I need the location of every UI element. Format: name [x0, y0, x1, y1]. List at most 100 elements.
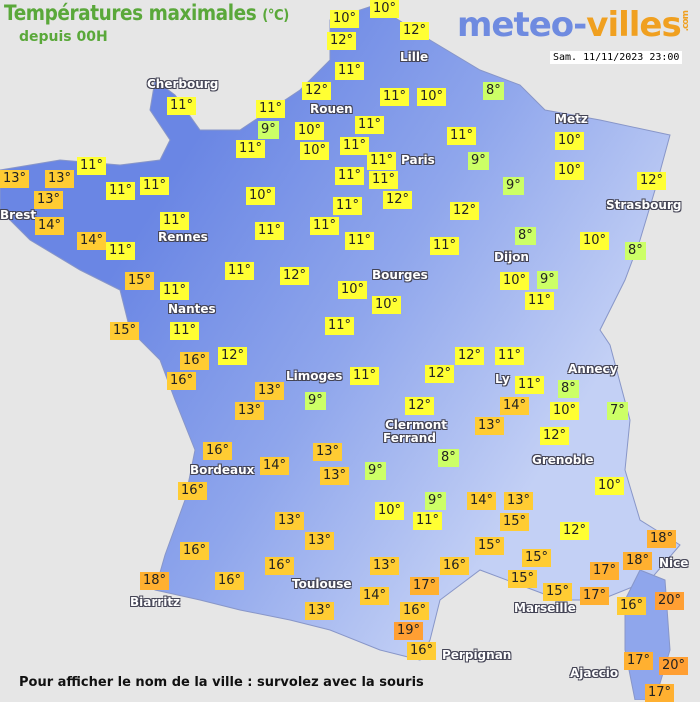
temperature-badge[interactable]: 16° [180, 542, 210, 560]
temperature-badge[interactable]: 11° [525, 292, 555, 310]
temperature-badge[interactable]: 11° [333, 197, 363, 215]
temperature-badge[interactable]: 10° [555, 132, 585, 150]
temperature-badge[interactable]: 10° [500, 272, 530, 290]
temperature-badge[interactable]: 9° [537, 271, 558, 289]
temperature-badge[interactable]: 12° [383, 191, 413, 209]
temperature-badge[interactable]: 8° [438, 449, 459, 467]
temperature-badge[interactable]: 11° [335, 62, 365, 80]
temperature-badge[interactable]: 11° [345, 232, 375, 250]
temperature-badge[interactable]: 11° [380, 88, 410, 106]
temperature-badge[interactable]: 14° [35, 217, 65, 235]
temperature-badge[interactable]: 11° [369, 171, 399, 189]
temperature-badge[interactable]: 16° [617, 597, 647, 615]
temperature-badge[interactable]: 7° [607, 402, 628, 420]
temperature-badge[interactable]: 10° [555, 162, 585, 180]
temperature-badge[interactable]: 9° [258, 121, 279, 139]
meteo-villes-logo[interactable]: meteo-villes.com [457, 5, 691, 45]
temperature-badge[interactable]: 20° [655, 592, 685, 610]
temperature-badge[interactable]: 9° [503, 177, 524, 195]
temperature-badge[interactable]: 14° [77, 232, 107, 250]
temperature-badge[interactable]: 18° [140, 572, 170, 590]
temperature-badge[interactable]: 11° [335, 167, 365, 185]
temperature-badge[interactable]: 11° [413, 512, 443, 530]
temperature-badge[interactable]: 9° [305, 392, 326, 410]
temperature-badge[interactable]: 10° [246, 187, 276, 205]
temperature-badge[interactable]: 11° [447, 127, 477, 145]
temperature-badge[interactable]: 11° [160, 212, 190, 230]
temperature-badge[interactable]: 9° [468, 152, 489, 170]
temperature-badge[interactable]: 11° [255, 222, 285, 240]
temperature-badge[interactable]: 13° [313, 443, 343, 461]
temperature-badge[interactable]: 12° [400, 22, 430, 40]
temperature-badge[interactable]: 12° [637, 172, 667, 190]
temperature-badge[interactable]: 8° [558, 380, 579, 398]
temperature-badge[interactable]: 13° [305, 532, 335, 550]
temperature-badge[interactable]: 16° [180, 352, 210, 370]
temperature-badge[interactable]: 10° [375, 502, 405, 520]
temperature-badge[interactable]: 15° [125, 272, 155, 290]
temperature-badge[interactable]: 13° [45, 170, 75, 188]
temperature-badge[interactable]: 11° [367, 152, 397, 170]
temperature-badge[interactable]: 11° [495, 347, 525, 365]
temperature-badge[interactable]: 19° [394, 622, 424, 640]
temperature-badge[interactable]: 16° [167, 372, 197, 390]
temperature-badge[interactable]: 12° [450, 202, 480, 220]
temperature-badge[interactable]: 17° [645, 684, 675, 702]
temperature-badge[interactable]: 10° [580, 232, 610, 250]
temperature-badge[interactable]: 15° [543, 583, 573, 601]
temperature-badge[interactable]: 11° [170, 322, 200, 340]
temperature-badge[interactable]: 15° [500, 513, 530, 531]
temperature-badge[interactable]: 11° [515, 376, 545, 394]
temperature-badge[interactable]: 14° [260, 457, 290, 475]
temperature-badge[interactable]: 10° [550, 402, 580, 420]
temperature-badge[interactable]: 11° [355, 116, 385, 134]
temperature-badge[interactable]: 14° [467, 492, 497, 510]
temperature-badge[interactable]: 17° [410, 577, 440, 595]
temperature-badge[interactable]: 17° [580, 587, 610, 605]
temperature-badge[interactable]: 12° [302, 82, 332, 100]
temperature-badge[interactable]: 15° [508, 570, 538, 588]
temperature-badge[interactable]: 10° [595, 477, 625, 495]
temperature-badge[interactable]: 18° [623, 552, 653, 570]
temperature-badge[interactable]: 12° [540, 427, 570, 445]
temperature-badge[interactable]: 10° [295, 122, 325, 140]
temperature-badge[interactable]: 13° [235, 402, 265, 420]
temperature-badge[interactable]: 10° [370, 0, 400, 18]
temperature-badge[interactable]: 13° [275, 512, 305, 530]
temperature-badge[interactable]: 12° [455, 347, 485, 365]
temperature-badge[interactable]: 16° [215, 572, 245, 590]
temperature-badge[interactable]: 11° [236, 140, 266, 158]
temperature-badge[interactable]: 9° [425, 492, 446, 510]
temperature-badge[interactable]: 8° [483, 82, 504, 100]
temperature-badge[interactable]: 11° [106, 182, 136, 200]
temperature-badge[interactable]: 12° [425, 365, 455, 383]
temperature-badge[interactable]: 20° [659, 657, 689, 675]
temperature-badge[interactable]: 11° [340, 137, 370, 155]
temperature-badge[interactable]: 10° [338, 281, 368, 299]
temperature-badge[interactable]: 14° [360, 587, 390, 605]
temperature-badge[interactable]: 15° [522, 549, 552, 567]
temperature-badge[interactable]: 16° [400, 602, 430, 620]
temperature-badge[interactable]: 18° [647, 530, 677, 548]
temperature-badge[interactable]: 16° [178, 482, 208, 500]
temperature-badge[interactable]: 17° [624, 652, 654, 670]
temperature-badge[interactable]: 11° [310, 217, 340, 235]
temperature-badge[interactable]: 14° [500, 397, 530, 415]
temperature-badge[interactable]: 16° [407, 642, 437, 660]
temperature-badge[interactable]: 13° [504, 492, 534, 510]
temperature-badge[interactable]: 13° [0, 170, 30, 188]
temperature-badge[interactable]: 8° [625, 242, 646, 260]
temperature-badge[interactable]: 8° [515, 227, 536, 245]
temperature-badge[interactable]: 11° [167, 97, 197, 115]
temperature-badge[interactable]: 12° [218, 347, 248, 365]
temperature-badge[interactable]: 13° [34, 191, 64, 209]
temperature-badge[interactable]: 13° [320, 467, 350, 485]
temperature-badge[interactable]: 16° [265, 557, 295, 575]
temperature-badge[interactable]: 17° [590, 562, 620, 580]
temperature-badge[interactable]: 11° [325, 317, 355, 335]
temperature-badge[interactable]: 16° [440, 557, 470, 575]
temperature-badge[interactable]: 13° [305, 602, 335, 620]
temperature-badge[interactable]: 11° [106, 242, 136, 260]
temperature-badge[interactable]: 15° [475, 537, 505, 555]
temperature-badge[interactable]: 12° [280, 267, 310, 285]
